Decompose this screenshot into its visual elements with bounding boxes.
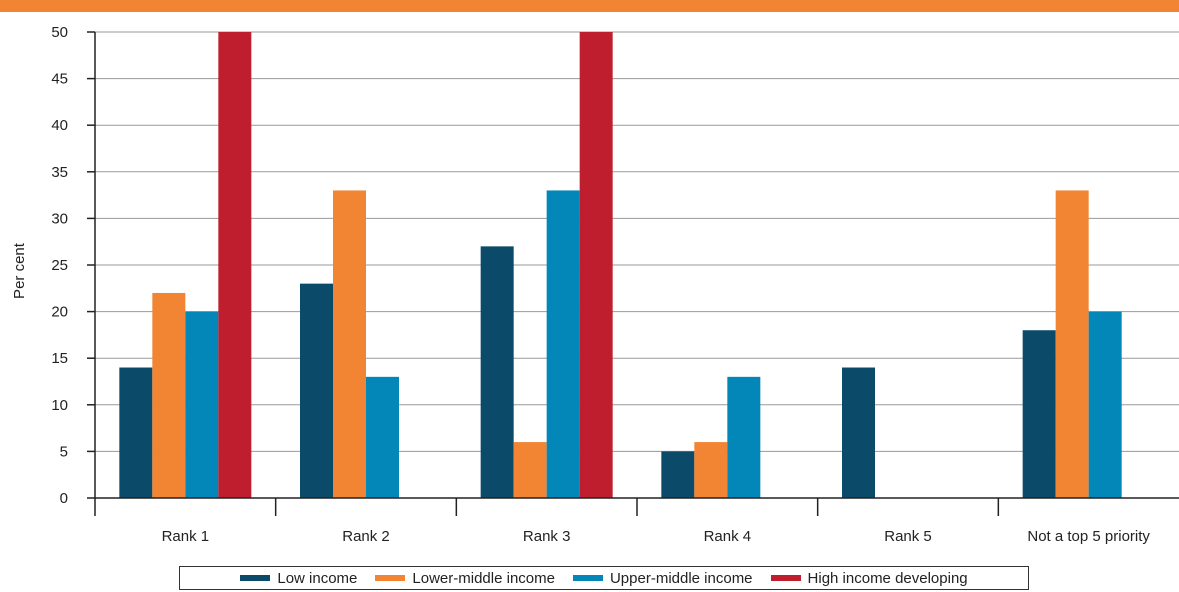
- legend-item: High income developing: [770, 569, 968, 587]
- legend-label: Upper-middle income: [609, 569, 753, 587]
- bar-low-income: [1022, 330, 1056, 498]
- x-tick-label: Rank 1: [162, 528, 210, 545]
- x-tick-label: Not a top 5 priority: [1027, 528, 1150, 545]
- legend-label: High income developing: [807, 569, 968, 587]
- bar-high-income-developing: [579, 32, 613, 498]
- y-axis-ticks: 0 5 10 15 20 25 30 35 40 45 50: [51, 24, 95, 507]
- y-tick-label: 50: [51, 24, 68, 41]
- y-tick-label: 30: [51, 210, 68, 227]
- bar-lower-middle-income: [513, 442, 547, 498]
- legend-swatch: [240, 575, 271, 581]
- y-tick-label: 25: [51, 257, 68, 274]
- y-tick-label: 15: [51, 350, 68, 367]
- bars: [119, 32, 1122, 498]
- bar-lower-middle-income: [694, 442, 728, 498]
- legend-item: Lower-middle income: [375, 570, 555, 587]
- y-tick-label: 45: [51, 71, 68, 88]
- bar-high-income-developing: [218, 32, 252, 498]
- bar-low-income: [661, 451, 695, 498]
- bar-upper-middle-income: [366, 376, 399, 498]
- bar-lower-middle-income: [152, 292, 186, 498]
- axes: [94, 32, 1179, 516]
- bar-low-income: [480, 246, 514, 498]
- legend-swatch: [572, 575, 603, 581]
- legend-swatch: [375, 575, 406, 581]
- legend-swatch: [770, 575, 801, 581]
- bar-lower-middle-income: [333, 190, 366, 498]
- legend-label: Lower-middle income: [412, 569, 555, 587]
- y-tick-label: 0: [60, 490, 68, 507]
- y-tick-label: 35: [51, 164, 68, 181]
- x-axis-labels: Rank 1 Rank 2 Rank 3 Rank 4 Rank 5 Not a top …: [162, 528, 1151, 545]
- bar-upper-middle-income: [546, 190, 580, 498]
- legend-item: Low income: [240, 570, 357, 587]
- legend-label: Low income: [277, 569, 358, 587]
- bar-low-income: [119, 367, 153, 498]
- top-accent-bar: [0, 0, 1179, 12]
- gridlines: [95, 31, 1179, 452]
- y-tick-label: 40: [51, 117, 68, 134]
- bar-upper-middle-income: [727, 376, 761, 498]
- bar-lower-middle-income: [1055, 190, 1089, 498]
- legend: Low income Lower-middle income Upper-middl…: [179, 566, 1029, 590]
- y-tick-label: 10: [51, 397, 68, 414]
- y-tick-label: 5: [60, 443, 68, 460]
- bar-low-income: [300, 283, 333, 498]
- x-tick-label: Rank 5: [884, 528, 932, 545]
- bar-upper-middle-income: [1088, 311, 1122, 498]
- x-tick-label: Rank 3: [523, 528, 571, 545]
- y-tick-label: 20: [51, 304, 68, 321]
- bar-upper-middle-income: [185, 311, 219, 498]
- legend-item: Upper-middle income: [572, 569, 753, 587]
- bar-low-income: [842, 367, 875, 498]
- y-axis-title: Per cent: [11, 242, 28, 299]
- x-tick-label: Rank 4: [704, 528, 752, 545]
- x-tick-label: Rank 2: [342, 528, 390, 545]
